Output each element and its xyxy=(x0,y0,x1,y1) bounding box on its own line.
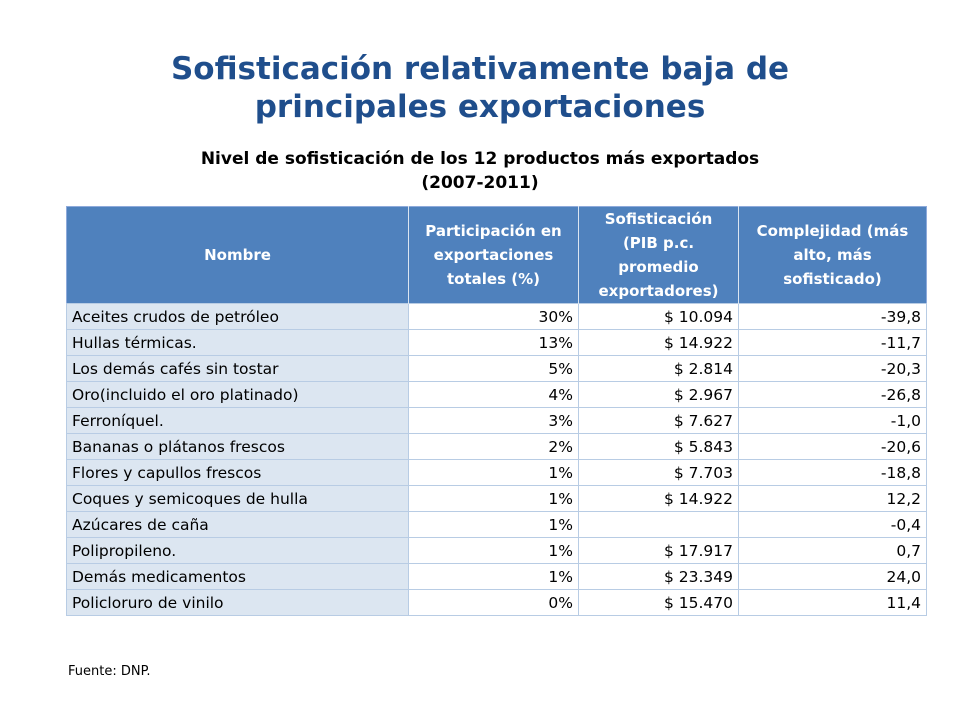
cell-nombre: Demás medicamentos xyxy=(66,563,409,590)
cell-nombre: Azúcares de caña xyxy=(66,511,409,538)
table-row: Ferroníquel. 3% $ 7.627 -1,0 xyxy=(66,407,927,434)
slide-title: Sofisticación relativamente baja de prin… xyxy=(0,50,960,126)
subtitle-line-1: Nivel de sofisticación de los 12 product… xyxy=(200,149,760,169)
table-row: Oro(incluido el oro platinado) 4% $ 2.96… xyxy=(66,381,927,408)
header-nombre: Nombre xyxy=(66,206,409,304)
cell-sofisticacion: $ 17.917 xyxy=(578,537,739,564)
cell-sofisticacion: $ 7.703 xyxy=(578,459,739,486)
cell-participacion: 13% xyxy=(408,329,579,356)
cell-participacion: 1% xyxy=(408,537,579,564)
cell-complejidad: 0,7 xyxy=(738,537,927,564)
cell-nombre: Hullas térmicas. xyxy=(66,329,409,356)
table-row: Azúcares de caña 1% -0,4 xyxy=(66,511,927,538)
cell-nombre: Coques y semicoques de hulla xyxy=(66,485,409,512)
exports-table: Nombre Participación en exportaciones to… xyxy=(66,206,927,616)
cell-nombre: Bananas o plátanos frescos xyxy=(66,433,409,460)
cell-participacion: 2% xyxy=(408,433,579,460)
cell-sofisticacion: $ 15.470 xyxy=(578,589,739,616)
table-row: Coques y semicoques de hulla 1% $ 14.922… xyxy=(66,485,927,512)
cell-participacion: 0% xyxy=(408,589,579,616)
cell-participacion: 5% xyxy=(408,355,579,382)
cell-sofisticacion: $ 14.922 xyxy=(578,329,739,356)
cell-nombre: Oro(incluido el oro platinado) xyxy=(66,381,409,408)
cell-participacion: 30% xyxy=(408,303,579,330)
cell-complejidad: -20,3 xyxy=(738,355,927,382)
table-subtitle: Nivel de sofisticación de los 12 product… xyxy=(0,147,960,195)
cell-complejidad: 12,2 xyxy=(738,485,927,512)
cell-participacion: 3% xyxy=(408,407,579,434)
cell-nombre: Los demás cafés sin tostar xyxy=(66,355,409,382)
cell-participacion: 4% xyxy=(408,381,579,408)
cell-nombre: Policloruro de vinilo xyxy=(66,589,409,616)
cell-nombre: Flores y capullos frescos xyxy=(66,459,409,486)
header-participacion: Participación en exportaciones totales (… xyxy=(408,206,579,304)
table-header-row: Nombre Participación en exportaciones to… xyxy=(66,206,927,304)
header-complejidad: Complejidad (más alto, más sofisticado) xyxy=(738,206,927,304)
cell-complejidad: -39,8 xyxy=(738,303,927,330)
table-row: Bananas o plátanos frescos 2% $ 5.843 -2… xyxy=(66,433,927,460)
cell-complejidad: -0,4 xyxy=(738,511,927,538)
title-line-1: Sofisticación relativamente baja de xyxy=(170,51,790,87)
header-sofisticacion: Sofisticación (PIB p.c. promedio exporta… xyxy=(578,206,739,304)
cell-nombre: Aceites crudos de petróleo xyxy=(66,303,409,330)
cell-sofisticacion: $ 2.814 xyxy=(578,355,739,382)
cell-sofisticacion: $ 23.349 xyxy=(578,563,739,590)
table-row: Los demás cafés sin tostar 5% $ 2.814 -2… xyxy=(66,355,927,382)
cell-complejidad: -18,8 xyxy=(738,459,927,486)
table-row: Flores y capullos frescos 1% $ 7.703 -18… xyxy=(66,459,927,486)
table-row: Aceites crudos de petróleo 30% $ 10.094 … xyxy=(66,303,927,330)
table-row: Hullas térmicas. 13% $ 14.922 -11,7 xyxy=(66,329,927,356)
cell-sofisticacion: $ 14.922 xyxy=(578,485,739,512)
cell-nombre: Polipropileno. xyxy=(66,537,409,564)
cell-complejidad: 11,4 xyxy=(738,589,927,616)
title-line-2: principales exportaciones xyxy=(254,89,706,125)
exports-table-container: Nombre Participación en exportaciones to… xyxy=(66,206,927,616)
table-row: Policloruro de vinilo 0% $ 15.470 11,4 xyxy=(66,589,927,616)
cell-complejidad: -20,6 xyxy=(738,433,927,460)
table-body: Aceites crudos de petróleo 30% $ 10.094 … xyxy=(66,303,927,616)
source-note: Fuente: DNP. xyxy=(68,664,151,679)
cell-participacion: 1% xyxy=(408,563,579,590)
subtitle-line-2: (2007-2011) xyxy=(421,173,539,193)
table-row: Demás medicamentos 1% $ 23.349 24,0 xyxy=(66,563,927,590)
cell-complejidad: -26,8 xyxy=(738,381,927,408)
cell-sofisticacion: $ 2.967 xyxy=(578,381,739,408)
cell-complejidad: -11,7 xyxy=(738,329,927,356)
cell-participacion: 1% xyxy=(408,511,579,538)
cell-sofisticacion: $ 7.627 xyxy=(578,407,739,434)
cell-sofisticacion xyxy=(578,511,739,538)
cell-complejidad: 24,0 xyxy=(738,563,927,590)
cell-sofisticacion: $ 10.094 xyxy=(578,303,739,330)
cell-nombre: Ferroníquel. xyxy=(66,407,409,434)
table-row: Polipropileno. 1% $ 17.917 0,7 xyxy=(66,537,927,564)
cell-sofisticacion: $ 5.843 xyxy=(578,433,739,460)
cell-participacion: 1% xyxy=(408,485,579,512)
cell-participacion: 1% xyxy=(408,459,579,486)
cell-complejidad: -1,0 xyxy=(738,407,927,434)
